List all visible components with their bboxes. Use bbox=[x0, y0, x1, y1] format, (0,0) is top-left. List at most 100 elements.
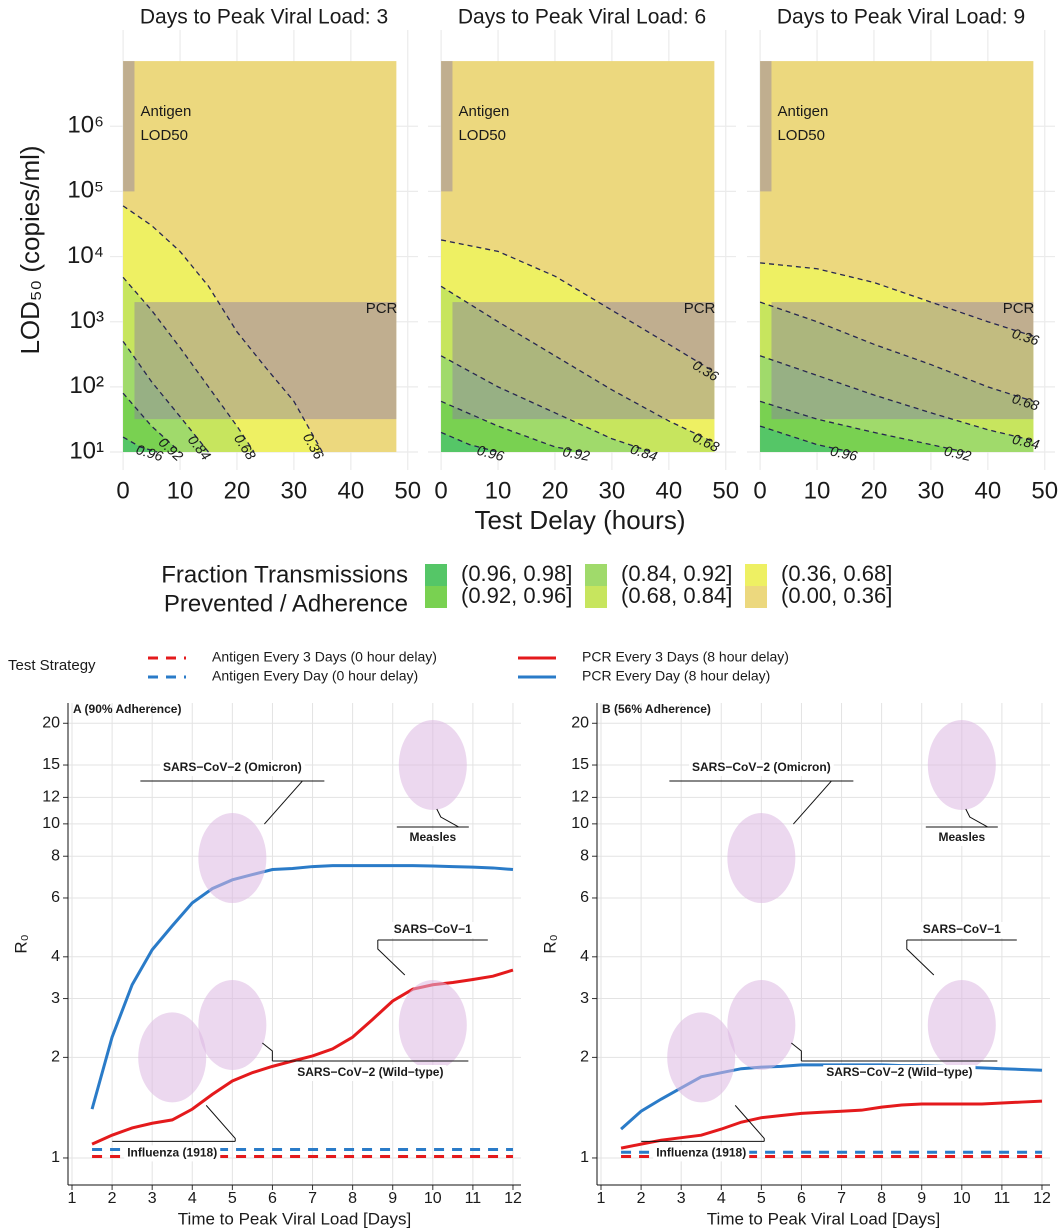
label-background bbox=[823, 1065, 976, 1082]
y-tick-label: 10⁵ bbox=[67, 177, 104, 204]
y-tick-label: 15 bbox=[42, 756, 60, 773]
y-tick-label: 10¹ bbox=[69, 437, 104, 464]
band-area bbox=[123, 393, 181, 453]
legend-swatch bbox=[585, 564, 607, 586]
label-background bbox=[935, 830, 989, 847]
contour-label: 0.92 bbox=[943, 443, 973, 464]
label-callout bbox=[263, 780, 303, 825]
test-label: PCR bbox=[1003, 300, 1035, 317]
y-tick-label: 3 bbox=[580, 990, 589, 1007]
x-tick-label: 10 bbox=[485, 477, 512, 504]
y-tick-label: 2 bbox=[51, 1049, 60, 1066]
y-tick-label: 20 bbox=[571, 714, 589, 731]
x-tick-label: 5 bbox=[757, 1190, 766, 1207]
facet-title: Days to Peak Viral Load: 9 bbox=[777, 6, 1025, 29]
test-label: Antigen bbox=[777, 103, 828, 120]
x-axis-title: Time to Peak Viral Load [Days] bbox=[178, 1209, 411, 1228]
contour-line bbox=[122, 340, 209, 453]
label-callout bbox=[734, 1105, 765, 1142]
x-tick-label: 20 bbox=[542, 477, 569, 504]
test-label: Antigen bbox=[458, 103, 509, 120]
x-tick-label: 10 bbox=[953, 1190, 971, 1207]
y-tick-label: 8 bbox=[580, 847, 589, 864]
pathogen-label: SARS−CoV−2 (Omicron) bbox=[692, 760, 831, 774]
contour-line bbox=[440, 239, 715, 373]
x-tick-label: 2 bbox=[108, 1190, 117, 1207]
test-label: PCR bbox=[366, 300, 398, 317]
contour-line bbox=[122, 436, 158, 453]
x-tick-label: 0 bbox=[753, 477, 766, 504]
label-callout bbox=[377, 940, 406, 976]
x-tick-label: 50 bbox=[712, 477, 739, 504]
legend-label: (0.00, 0.36] bbox=[781, 583, 892, 608]
band-area bbox=[441, 432, 499, 453]
x-tick-label: 12 bbox=[504, 1190, 522, 1207]
band-area bbox=[123, 437, 158, 453]
legend-swatch bbox=[585, 586, 607, 608]
contour-label: 0.96 bbox=[475, 442, 506, 464]
legend-title: Prevented / Adherence bbox=[164, 590, 408, 617]
x-tick-label: 9 bbox=[917, 1190, 926, 1207]
contour-label: 0.92 bbox=[561, 443, 591, 464]
y-tick-label: 1 bbox=[51, 1149, 60, 1166]
x-tick-label: 40 bbox=[974, 477, 1001, 504]
x-tick-label: 40 bbox=[655, 477, 682, 504]
label-background bbox=[406, 830, 460, 847]
legend-label: Antigen Every 3 Days (0 hour delay) bbox=[212, 649, 437, 665]
x-tick-label: 30 bbox=[918, 477, 945, 504]
contour-label: 0.68 bbox=[1010, 390, 1041, 414]
label-background bbox=[160, 760, 305, 777]
y-tick-label: 10 bbox=[42, 815, 60, 832]
label-callout bbox=[792, 780, 832, 825]
label-background bbox=[653, 1145, 750, 1162]
test-range bbox=[441, 61, 453, 192]
label-background bbox=[124, 1145, 221, 1162]
label-callout bbox=[906, 940, 935, 976]
pathogen-range bbox=[198, 980, 267, 1071]
pathogen-range bbox=[398, 980, 467, 1071]
pathogen-label: Measles bbox=[409, 830, 456, 844]
x-tick-label: 7 bbox=[308, 1190, 317, 1207]
pathogen-range bbox=[198, 813, 267, 904]
x-tick-label: 10 bbox=[804, 477, 831, 504]
pathogen-label: SARS−CoV−2 (Omicron) bbox=[163, 760, 302, 774]
x-tick-label: 50 bbox=[394, 477, 421, 504]
facet-title: Days to Peak Viral Load: 3 bbox=[140, 6, 388, 29]
x-tick-label: 9 bbox=[388, 1190, 397, 1207]
label-callout bbox=[262, 1042, 273, 1062]
contour-line bbox=[122, 276, 255, 453]
test-label: LOD50 bbox=[140, 127, 188, 144]
label-callout bbox=[965, 808, 989, 828]
contour-line bbox=[440, 431, 499, 453]
x-tick-label: 4 bbox=[717, 1190, 726, 1207]
legend-label: (0.68, 0.84] bbox=[621, 583, 732, 608]
y-tick-label: 10 bbox=[571, 815, 589, 832]
label-background bbox=[390, 922, 475, 939]
pathogen-label: SARS−CoV−1 bbox=[394, 922, 472, 936]
legend-title: Test Strategy bbox=[8, 657, 96, 674]
contour-line bbox=[759, 400, 966, 453]
y-axis-title: R₀ bbox=[11, 934, 30, 953]
y-tick-label: 15 bbox=[571, 756, 589, 773]
pathogen-label: Influenza (1918) bbox=[127, 1146, 217, 1160]
test-range bbox=[134, 302, 397, 420]
test-label: Antigen bbox=[140, 103, 191, 120]
x-tick-label: 20 bbox=[861, 477, 888, 504]
y-tick-label: 2 bbox=[580, 1049, 589, 1066]
test-label: PCR bbox=[684, 300, 716, 317]
x-tick-label: 3 bbox=[148, 1190, 157, 1207]
legend-label: (0.36, 0.68] bbox=[781, 561, 892, 586]
y-tick-label: 12 bbox=[42, 789, 60, 806]
panel-title: A (90% Adherence) bbox=[73, 702, 181, 716]
pathogen-range bbox=[927, 980, 996, 1071]
y-axis-title: R₀ bbox=[540, 934, 559, 953]
band-area bbox=[760, 426, 852, 453]
legend-swatch bbox=[425, 586, 447, 608]
pathogen-range bbox=[667, 1012, 736, 1103]
pathogen-label: SARS−CoV−2 (Wild−type) bbox=[297, 1065, 443, 1079]
panel-title: B (56% Adherence) bbox=[602, 702, 711, 716]
band-area bbox=[441, 401, 584, 453]
test-range bbox=[771, 302, 1034, 420]
